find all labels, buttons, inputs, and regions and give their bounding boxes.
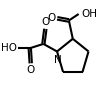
Text: N: N bbox=[54, 55, 62, 65]
Text: HO: HO bbox=[1, 43, 17, 53]
Text: O: O bbox=[48, 13, 56, 23]
Text: OH: OH bbox=[81, 9, 97, 19]
Text: O: O bbox=[41, 17, 49, 27]
Text: O: O bbox=[27, 65, 35, 75]
